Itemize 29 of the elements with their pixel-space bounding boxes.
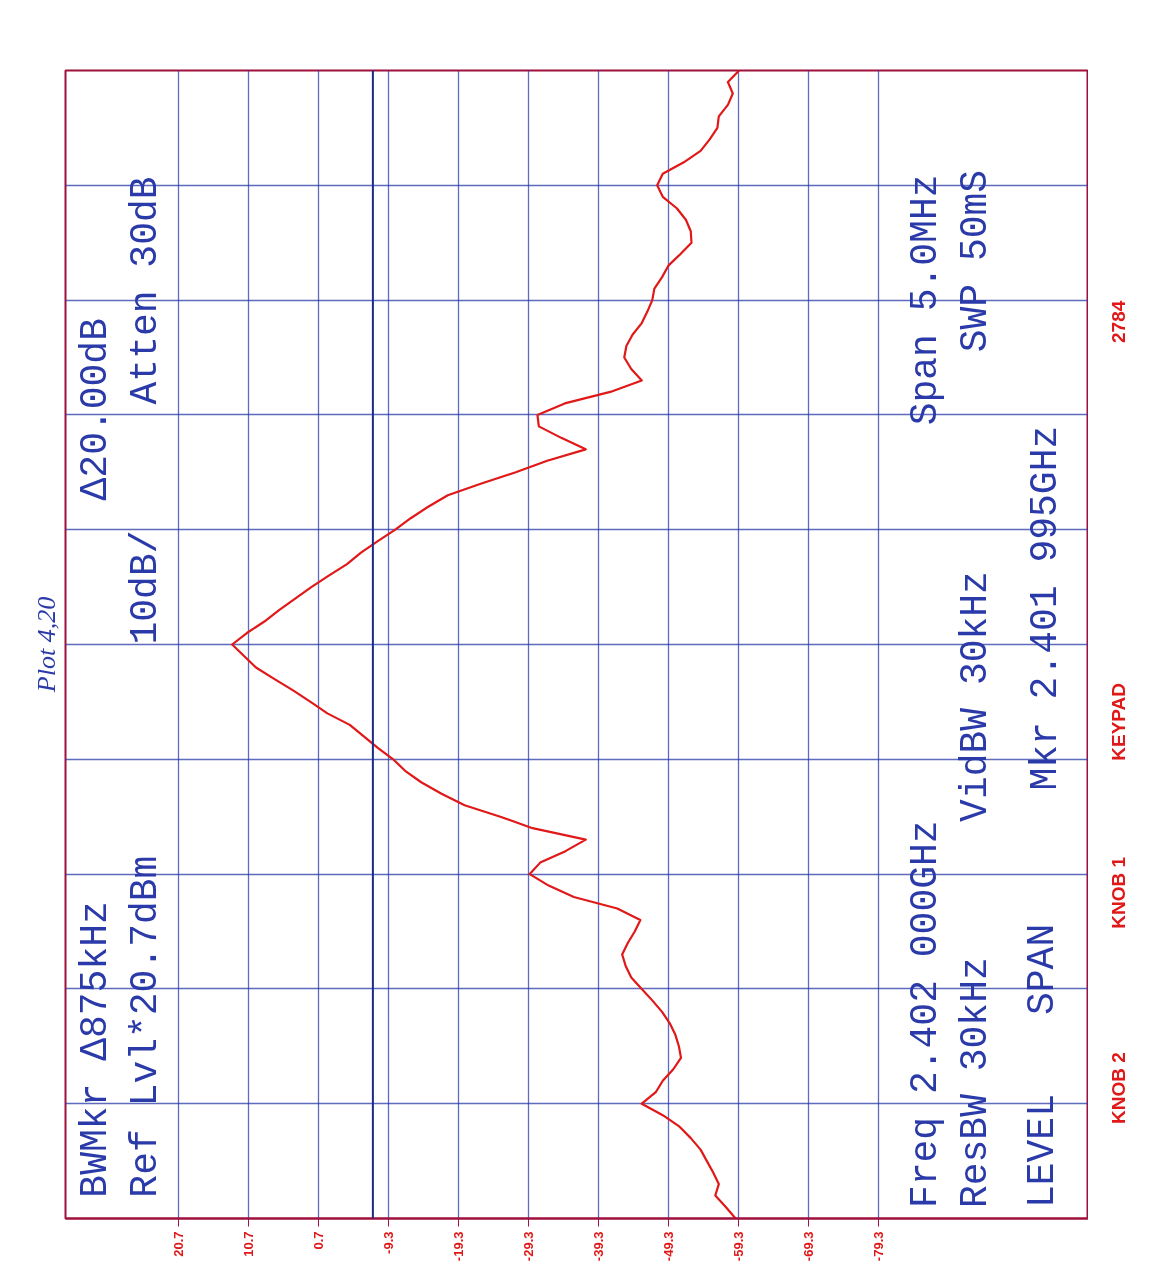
annotation: SWP 50mS (953, 169, 997, 353)
annotation: BWMkr Δ875kHz (73, 901, 117, 1198)
text: KNOB 1 (1108, 856, 1129, 929)
annotation: Atten 30dB (123, 176, 167, 405)
x-tick-label: -79.3 (870, 1231, 886, 1262)
x-tick-label: 0.7 (310, 1231, 326, 1250)
x-tick-label: -19.3 (450, 1231, 466, 1262)
text: KNOB 2 (1108, 1052, 1129, 1125)
x-tick-label: -39.3 (590, 1231, 606, 1262)
annotation: Freq 2.402 000GHz (903, 820, 947, 1209)
annotation: 10dB/ (123, 530, 167, 645)
annotation: SPAN (1020, 923, 1064, 1015)
x-tick-label: -59.3 (730, 1231, 746, 1262)
x-tick-label: -9.3 (380, 1231, 396, 1254)
x-tick-label: -49.3 (660, 1231, 676, 1262)
annotation: VidBW 30kHz (953, 571, 997, 822)
text: 2784 (1108, 300, 1129, 343)
x-tick-label: -69.3 (800, 1231, 816, 1262)
text: KEYPAD (1108, 682, 1129, 761)
annotation: Ref Lvl*20.7dBm (123, 855, 167, 1198)
annotation: ResBW 30kHz (953, 957, 997, 1209)
x-tick-label: 10.7 (240, 1231, 256, 1257)
annotation: Span 5.0MHz (903, 174, 947, 426)
text: Plot 4,20 (31, 596, 61, 694)
annotation: Δ20.00dB (73, 318, 117, 501)
annotation: Mkr 2.401 995GHz (1023, 425, 1067, 791)
annotation: LEVEL (1020, 1094, 1064, 1209)
x-tick-label: 20.7 (170, 1231, 186, 1257)
x-tick-label: -29.3 (520, 1231, 536, 1262)
